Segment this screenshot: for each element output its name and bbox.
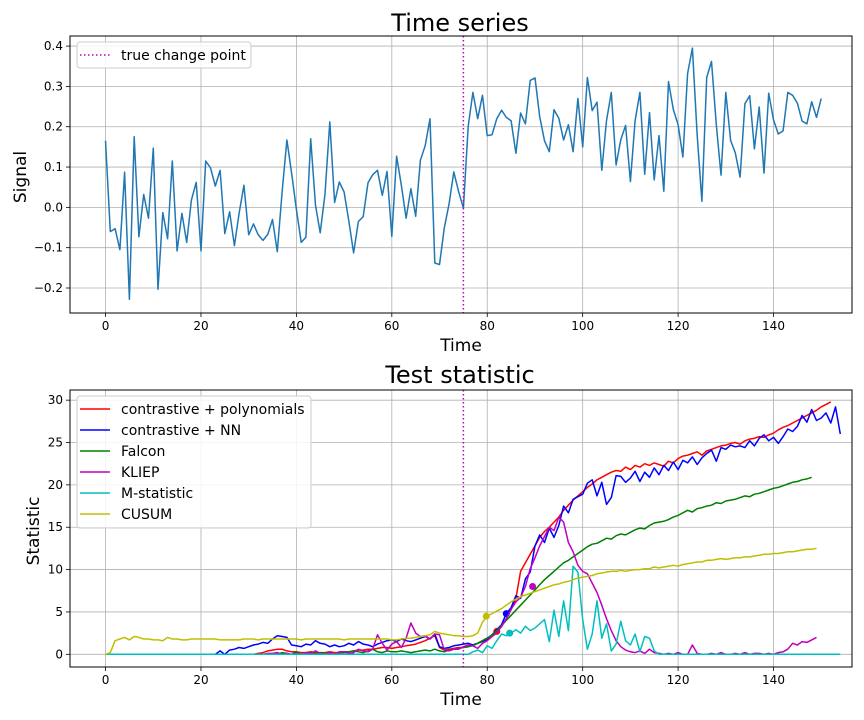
axis-ticks: 0 20 40 60 80 100 120 140 −0.2 −0.1 0.0 0.1 0.2 0.3 0.… [34, 39, 785, 333]
legend-label: M-statistic [121, 486, 193, 502]
x-tick-label: 120 [667, 673, 690, 687]
data-lines [105, 401, 842, 656]
y-tick-label: 0 [55, 647, 63, 661]
x-tick-label: 140 [762, 673, 785, 687]
legend-label: Falcon [121, 444, 165, 460]
legend-label: contrastive + NN [121, 423, 241, 439]
y-tick-label: 0.0 [44, 200, 63, 214]
x-tick-label: 120 [667, 319, 690, 333]
test-statistic-chart: Test statistic 0 20 40 60 80 100 120 140 0 5 10 15 2… [24, 361, 853, 710]
chart-title: Time series [390, 9, 528, 37]
x-tick-label: 80 [480, 673, 495, 687]
x-tick-label: 100 [571, 319, 594, 333]
x-tick-label: 0 [102, 319, 110, 333]
chart-title: Test statistic [384, 361, 534, 389]
y-axis-label: Statistic [24, 497, 44, 566]
x-tick-label: 140 [762, 319, 785, 333]
legend-label: CUSUM [121, 507, 172, 523]
plot-frame [69, 35, 853, 314]
legend: true change point [76, 41, 252, 69]
legend-box [76, 41, 252, 69]
plot-background [70, 36, 852, 313]
x-tick-label: 60 [384, 673, 399, 687]
legend-box [76, 395, 312, 529]
y-axis-label: Signal [11, 151, 31, 203]
legend: contrastive + polynomials contrastive + N… [76, 395, 312, 529]
x-tick-label: 20 [193, 673, 208, 687]
detection-point-marker [506, 629, 514, 637]
series-line-m-statistic [105, 565, 841, 656]
y-tick-label: 0.2 [44, 120, 63, 134]
time-series-chart: Time series 0 20 40 60 80 100 120 140 −0.2 −0.1 0.… [11, 9, 853, 356]
y-tick-label: 5 [55, 605, 63, 619]
grid [70, 36, 852, 313]
y-tick-label: 20 [48, 478, 63, 492]
legend-label: contrastive + polynomials [121, 402, 305, 418]
y-tick-label: 0.3 [44, 79, 63, 93]
y-tick-label: 15 [48, 520, 63, 534]
series-line-cusum [105, 547, 817, 656]
y-tick-label: 25 [48, 436, 63, 450]
y-tick-label: −0.2 [34, 281, 63, 295]
y-tick-label: 30 [48, 393, 63, 407]
legend-label: KLIEP [121, 465, 159, 481]
detection-point-marker [529, 583, 537, 591]
x-tick-label: 80 [480, 319, 495, 333]
x-tick-label: 20 [193, 319, 208, 333]
x-tick-label: 100 [571, 673, 594, 687]
y-tick-label: −0.1 [34, 241, 63, 255]
x-axis-label: Time [439, 690, 482, 710]
legend-label-change-point: true change point [121, 48, 246, 64]
axis-ticks: 0 20 40 60 80 100 120 140 0 5 10 15 20 25 30 [48, 393, 785, 687]
y-tick-label: 0.1 [44, 160, 63, 174]
x-tick-label: 40 [289, 673, 304, 687]
x-tick-label: 60 [384, 319, 399, 333]
y-tick-label: 10 [48, 563, 63, 577]
x-axis-label: Time [439, 336, 482, 356]
detection-point-marker [482, 612, 490, 620]
y-tick-label: 0.4 [44, 39, 63, 53]
plot-frame [69, 389, 853, 668]
x-tick-label: 40 [289, 319, 304, 333]
x-tick-label: 0 [102, 673, 110, 687]
